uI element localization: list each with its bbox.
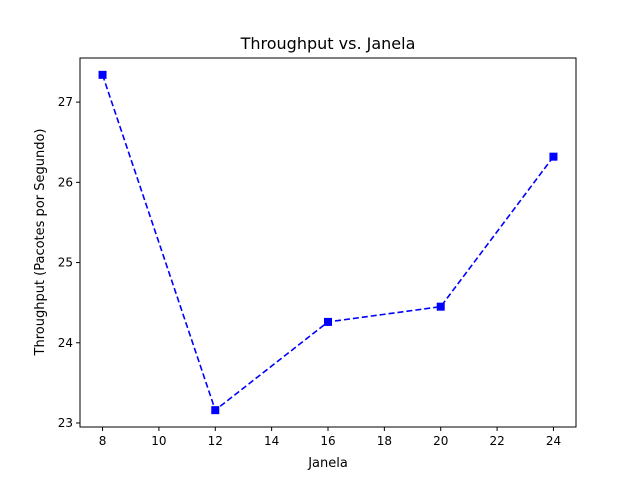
y-tick-label: 26: [58, 175, 73, 189]
chart-title: Throughput vs. Janela: [240, 34, 416, 53]
x-tick-label: 20: [433, 434, 448, 448]
y-tick-label: 25: [58, 256, 73, 270]
data-point: [98, 70, 107, 79]
x-tick-label: 14: [264, 434, 279, 448]
series-layer: [98, 70, 558, 415]
data-point: [211, 406, 220, 415]
y-tick-label: 24: [58, 336, 73, 350]
data-point: [324, 317, 332, 326]
x-axis-label: Janela: [307, 456, 348, 471]
x-tick-label: 10: [151, 434, 166, 448]
data-point: [436, 302, 445, 311]
x-tick-label: 12: [208, 434, 223, 448]
axis-ticks: 8 10 12 14 16 18 20 22 24 23 24 25 26 27: [58, 95, 561, 448]
y-tick-label: 23: [58, 416, 73, 430]
plot-frame: [79, 57, 577, 428]
x-tick-label: 22: [489, 434, 504, 448]
x-tick-label: 18: [377, 434, 392, 448]
x-tick-label: 16: [320, 434, 335, 448]
x-tick-label: 8: [99, 434, 107, 448]
y-tick-label: 27: [58, 95, 73, 109]
x-tick-label: 24: [546, 434, 561, 448]
y-axis-label: Throughput (Pacotes por Segundo): [33, 129, 48, 357]
data-point: [549, 152, 558, 161]
